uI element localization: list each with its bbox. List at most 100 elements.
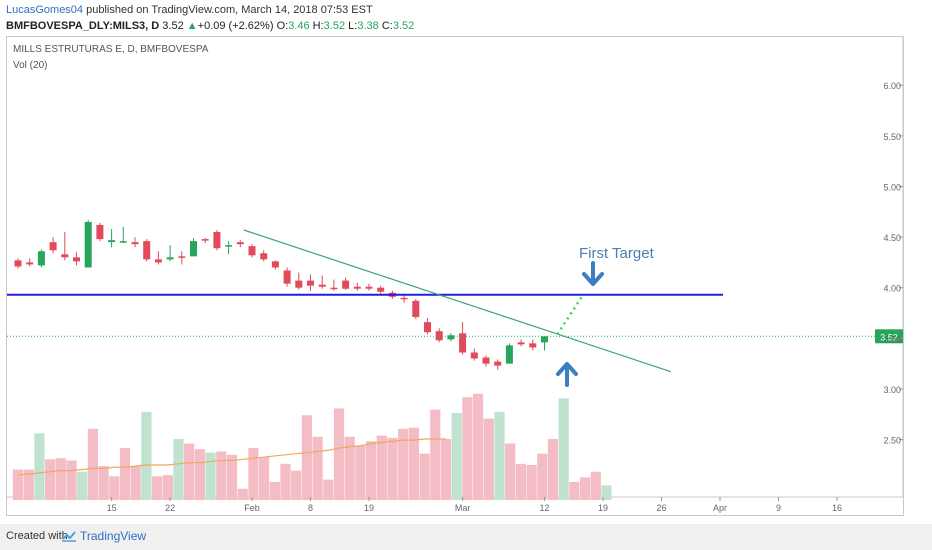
volume-bar	[344, 436, 355, 500]
volume-bar	[494, 411, 505, 500]
candle-body	[377, 287, 385, 292]
candle-body	[365, 286, 373, 289]
time-tick-label: 16	[832, 503, 842, 513]
volume-bar	[248, 448, 259, 500]
open-value: 3.46	[288, 20, 310, 32]
time-tick-label: 26	[656, 503, 666, 513]
candle-body	[529, 343, 537, 348]
candle-body	[260, 253, 268, 260]
candle-body	[26, 262, 34, 265]
volume-bar	[34, 433, 45, 500]
candle-body	[412, 300, 420, 318]
price-tick-label: 4.50	[883, 233, 901, 243]
candle-body	[318, 284, 326, 287]
volume-bar	[547, 438, 559, 500]
candle-body	[14, 260, 22, 267]
volume-bar	[66, 460, 77, 500]
price-tick-label: 2.50	[883, 436, 901, 446]
candle-body	[154, 259, 162, 263]
price-change: +0.09 (+2.62%)	[197, 20, 274, 32]
low-label: L:	[348, 20, 358, 32]
volume-bar	[483, 418, 494, 500]
candle-body	[482, 357, 490, 364]
candle-body	[49, 242, 57, 251]
candle-body	[236, 242, 244, 245]
volume-bar	[408, 427, 419, 500]
volume-bar	[226, 454, 238, 500]
candle-body	[271, 261, 279, 268]
candles	[14, 219, 548, 370]
volume-bar	[269, 481, 280, 500]
price-tick-label: 4.00	[883, 284, 901, 294]
candle-body	[470, 352, 478, 359]
volume-bar	[462, 397, 473, 500]
candle-body	[505, 345, 513, 364]
last-price: 3.52	[162, 20, 184, 32]
volume-bar	[398, 428, 409, 500]
price-chart[interactable]: MILLS ESTRUTURAS E, D, BMFBOVESPA Vol (2…	[7, 37, 904, 515]
volume-bar	[173, 438, 184, 500]
chart-frame[interactable]: MILLS ESTRUTURAS E, D, BMFBOVESPA Vol (2…	[6, 36, 904, 516]
price-tick-label: 3.50	[883, 334, 901, 344]
candle-body	[400, 297, 408, 300]
author-link[interactable]: LucasGomes04	[6, 4, 84, 16]
volume-bar	[237, 488, 248, 500]
time-tick-label: 22	[165, 503, 175, 513]
volume-bar	[301, 415, 312, 500]
volume-bar	[440, 438, 452, 500]
time-tick-label: Apr	[713, 503, 727, 513]
volume-bars	[12, 393, 612, 500]
time-tick-label: 8	[308, 503, 313, 513]
symbol-info: BMFBOVESPA_DLY:MILS3, D 3.52 ▲+0.09 (+2.…	[6, 20, 414, 32]
time-tick-label: 19	[364, 503, 374, 513]
trendline	[243, 229, 672, 373]
candle-body	[307, 280, 314, 286]
volume-legend: Vol (20)	[13, 60, 47, 71]
volume-bar	[77, 471, 88, 500]
drawings: 3.52	[7, 229, 903, 387]
target-down-arrow-icon	[582, 261, 604, 286]
time-tick-label: Mar	[455, 503, 471, 513]
volume-bar	[333, 408, 345, 500]
candle-body	[37, 251, 45, 266]
volume-bar	[119, 448, 131, 500]
last-price-tag-label: 3.52	[880, 332, 898, 342]
time-tick-label: 9	[776, 503, 781, 513]
up-arrow-icon: ▲	[186, 20, 198, 32]
volume-bar	[87, 428, 98, 500]
tradingview-logo-icon	[62, 531, 76, 542]
volume-bar	[184, 443, 195, 500]
volume-bar	[162, 475, 173, 500]
volume-bar	[419, 453, 430, 500]
volume-bar	[259, 457, 270, 500]
volume-bar	[430, 409, 441, 500]
created-with-text: Created with	[6, 530, 68, 542]
candle-body	[84, 221, 92, 268]
volume-bar	[515, 463, 526, 500]
time-tick-label: 19	[598, 503, 608, 513]
volume-bar	[451, 412, 462, 500]
publish-info: LucasGomes04 published on TradingView.co…	[6, 4, 373, 16]
candle-body	[201, 239, 209, 241]
candle-body	[61, 254, 69, 258]
candle-body	[353, 286, 361, 289]
candle-body	[108, 240, 116, 243]
candle-body	[178, 256, 186, 258]
volume-bar	[558, 398, 569, 500]
volume-bar	[216, 451, 227, 500]
volume-bar	[376, 435, 387, 500]
candle-body	[143, 241, 151, 260]
open-label: O:	[276, 20, 289, 32]
volume-bar	[601, 485, 612, 500]
candle-body	[330, 287, 338, 290]
candle-body	[190, 241, 197, 257]
candle-body	[119, 241, 127, 243]
volume-bar	[23, 469, 34, 500]
volume-bar	[505, 443, 516, 500]
tradingview-brand[interactable]: TradingView	[80, 529, 147, 543]
footer: Created with TradingView	[0, 524, 932, 550]
volume-bar	[312, 436, 323, 500]
chart-header: LucasGomes04 published on TradingView.co…	[0, 0, 932, 36]
candle-body	[73, 257, 80, 262]
volume-bar	[526, 464, 537, 500]
